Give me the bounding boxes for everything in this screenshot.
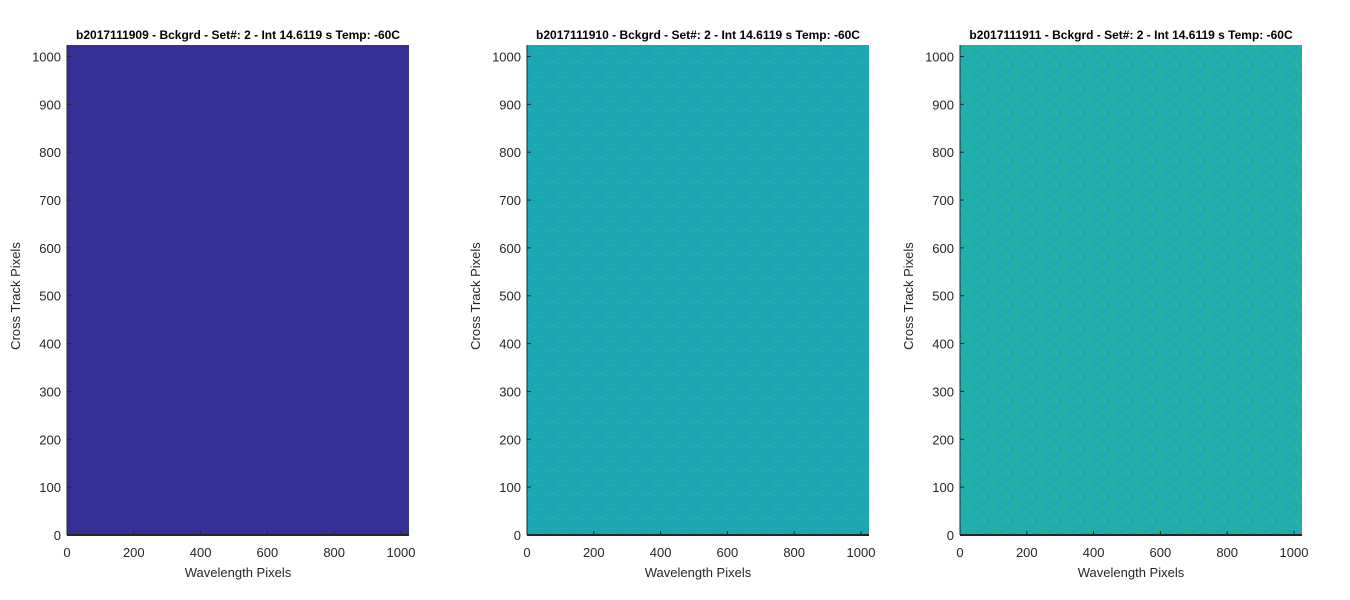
x-tick-label: 800 <box>323 545 345 560</box>
y-tick-label: 300 <box>499 384 521 399</box>
x-axis-label: Wavelength Pixels <box>1078 565 1185 580</box>
y-tick-label: 300 <box>932 384 954 399</box>
x-axis-label: Wavelength Pixels <box>185 565 292 580</box>
y-tick-label: 800 <box>39 145 61 160</box>
chart-title: b2017111911 - Bckgrd - Set#: 2 - Int 14.… <box>969 28 1293 42</box>
y-tick-label: 0 <box>54 528 61 543</box>
x-tick-label: 400 <box>1083 545 1105 560</box>
x-tick-label: 1000 <box>387 545 416 560</box>
x-tick-label: 1000 <box>1280 545 1309 560</box>
x-tick-label: 400 <box>190 545 212 560</box>
y-tick-label: 900 <box>932 97 954 112</box>
x-tick-label: 0 <box>63 545 70 560</box>
chart-panel-1: b2017111909 - Bckgrd - Set#: 2 - Int 14.… <box>8 28 415 580</box>
y-tick-label: 100 <box>932 480 954 495</box>
heatmap-image <box>67 45 409 535</box>
y-tick-label: 300 <box>39 384 61 399</box>
x-tick-label: 600 <box>1150 545 1172 560</box>
y-axis-label: Cross Track Pixels <box>468 242 483 350</box>
x-tick-label: 600 <box>257 545 279 560</box>
x-tick-label: 200 <box>1016 545 1038 560</box>
y-tick-label: 800 <box>499 145 521 160</box>
y-tick-label: 400 <box>39 337 61 352</box>
y-tick-label: 400 <box>932 337 954 352</box>
y-tick-label: 200 <box>932 432 954 447</box>
y-tick-label: 100 <box>39 480 61 495</box>
x-tick-label: 600 <box>717 545 739 560</box>
x-tick-label: 1000 <box>847 545 876 560</box>
x-tick-label: 0 <box>956 545 963 560</box>
y-tick-label: 700 <box>932 193 954 208</box>
y-tick-label: 200 <box>499 432 521 447</box>
y-tick-label: 1000 <box>32 49 61 64</box>
y-tick-label: 600 <box>499 241 521 256</box>
y-tick-label: 400 <box>499 337 521 352</box>
y-tick-label: 700 <box>39 193 61 208</box>
chart-title: b2017111909 - Bckgrd - Set#: 2 - Int 14.… <box>76 28 400 42</box>
x-tick-label: 800 <box>1216 545 1238 560</box>
y-tick-label: 900 <box>499 97 521 112</box>
y-tick-label: 0 <box>947 528 954 543</box>
y-tick-label: 100 <box>499 480 521 495</box>
y-tick-label: 800 <box>932 145 954 160</box>
y-tick-label: 900 <box>39 97 61 112</box>
y-axis-label: Cross Track Pixels <box>8 242 23 350</box>
x-tick-label: 0 <box>523 545 530 560</box>
x-axis-label: Wavelength Pixels <box>645 565 752 580</box>
x-tick-label: 400 <box>650 545 672 560</box>
x-tick-label: 800 <box>783 545 805 560</box>
y-tick-label: 500 <box>39 289 61 304</box>
chart-panel-2: b2017111910 - Bckgrd - Set#: 2 - Int 14.… <box>468 28 875 580</box>
y-tick-label: 500 <box>932 289 954 304</box>
y-tick-label: 1000 <box>492 49 521 64</box>
heatmap-image <box>527 45 869 535</box>
heatmap-image <box>960 45 1302 535</box>
y-tick-label: 600 <box>39 241 61 256</box>
y-tick-label: 1000 <box>925 49 954 64</box>
y-tick-label: 200 <box>39 432 61 447</box>
y-tick-label: 700 <box>499 193 521 208</box>
chart-title: b2017111910 - Bckgrd - Set#: 2 - Int 14.… <box>536 28 860 42</box>
chart-panel-3: b2017111911 - Bckgrd - Set#: 2 - Int 14.… <box>901 28 1308 580</box>
y-axis-label: Cross Track Pixels <box>901 242 916 350</box>
y-tick-label: 600 <box>932 241 954 256</box>
y-tick-label: 500 <box>499 289 521 304</box>
y-tick-label: 0 <box>514 528 521 543</box>
x-tick-label: 200 <box>123 545 145 560</box>
x-tick-label: 200 <box>583 545 605 560</box>
